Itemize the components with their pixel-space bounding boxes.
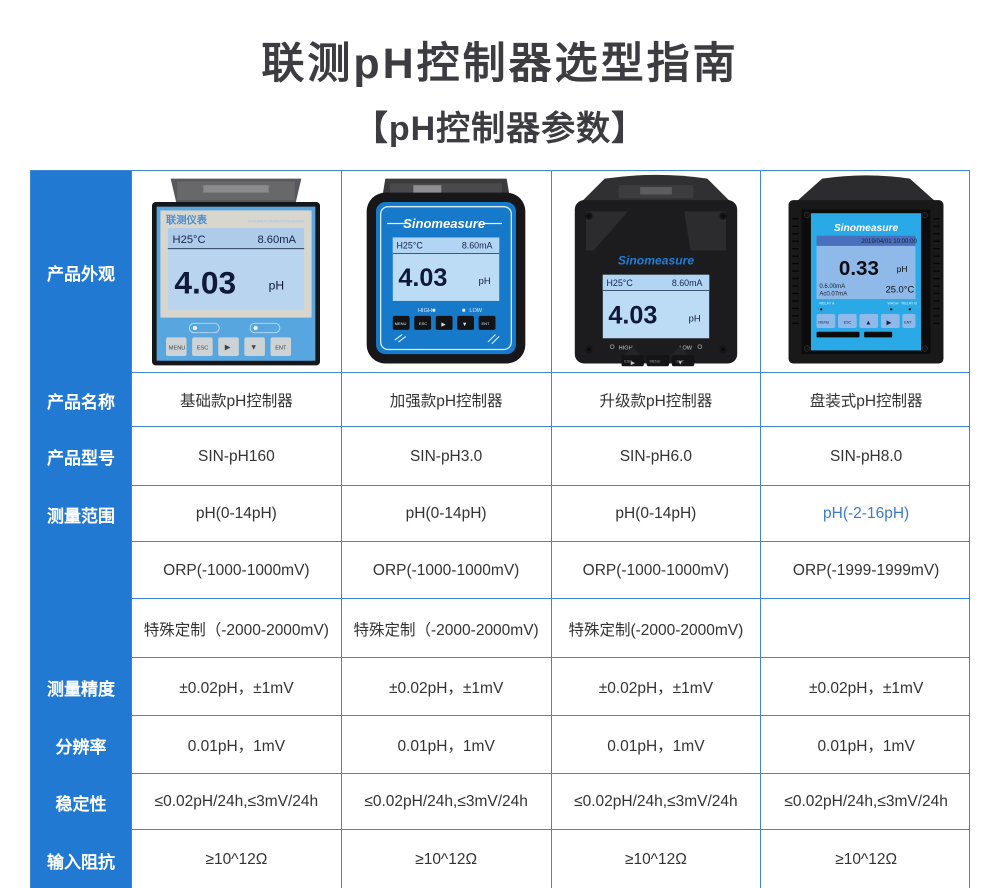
svg-text:0.6.00mA: 0.6.00mA: [819, 284, 846, 290]
svg-text:ESC: ESC: [844, 320, 852, 324]
svg-text:ENT: ENT: [276, 345, 288, 351]
svg-text:25.0°C: 25.0°C: [886, 285, 915, 295]
svg-text:pH: pH: [479, 276, 491, 286]
svg-text:8.60mA: 8.60mA: [258, 234, 297, 246]
svg-text:WASH: WASH: [888, 302, 899, 306]
svg-text:4.03: 4.03: [608, 301, 657, 329]
svg-text:8.60mA: 8.60mA: [462, 241, 493, 251]
svg-text:LOW: LOW: [469, 308, 482, 314]
svg-text:▼: ▼: [677, 360, 683, 366]
svg-text:ENT: ENT: [904, 320, 912, 324]
svg-text:pH: pH: [897, 264, 908, 274]
svg-text:MENU: MENU: [649, 360, 660, 364]
svg-text:Ac0.07mA: Ac0.07mA: [819, 291, 848, 297]
svg-text:H25°C: H25°C: [606, 278, 633, 288]
svg-text:4.03: 4.03: [399, 264, 448, 292]
svg-text:▲: ▲: [865, 319, 871, 326]
svg-text:MENU: MENU: [819, 320, 830, 324]
svg-text:4.03: 4.03: [175, 264, 237, 300]
svg-text:▶: ▶: [441, 322, 446, 328]
svg-text:Sinomeasure: Sinomeasure: [618, 254, 694, 268]
svg-text:2019/04/01 10:00:00: 2019/04/01 10:00:00: [861, 239, 917, 245]
svg-text:MENU: MENU: [395, 321, 407, 326]
svg-text:Sinomeasure: Sinomeasure: [834, 223, 899, 234]
svg-text:RELAY B: RELAY B: [902, 302, 918, 306]
svg-text:▶: ▶: [631, 360, 636, 366]
svg-text:pH: pH: [689, 313, 701, 323]
svg-text:0.33: 0.33: [839, 257, 879, 280]
svg-text:Sinomeasure: Sinomeasure: [403, 216, 485, 231]
svg-text:H25°C: H25°C: [173, 234, 206, 246]
svg-text:MENU: MENU: [169, 345, 185, 351]
svg-text:ENT: ENT: [482, 321, 491, 326]
svg-text:HIGH: HIGH: [418, 308, 432, 314]
svg-text:pH: pH: [269, 279, 285, 293]
svg-text:PH/ORP/CON/RES/TDS/DO/CL: PH/ORP/CON/RES/TDS/DO/CL: [249, 219, 307, 224]
svg-text:RELAY A: RELAY A: [819, 302, 835, 306]
svg-text:联测仪表: 联测仪表: [166, 213, 208, 226]
svg-text:▼: ▼: [462, 322, 468, 328]
svg-text:ESC: ESC: [197, 345, 209, 351]
svg-text:ESC: ESC: [419, 321, 427, 326]
svg-text:▼: ▼: [250, 342, 257, 351]
svg-text:▶: ▶: [225, 342, 231, 351]
svg-text:H25°C: H25°C: [397, 241, 424, 251]
svg-text:8.60mA: 8.60mA: [672, 278, 703, 288]
